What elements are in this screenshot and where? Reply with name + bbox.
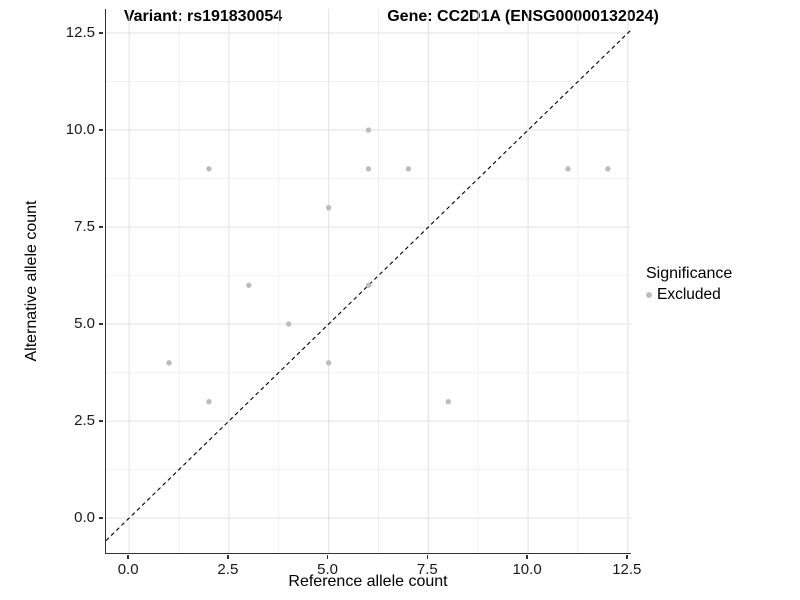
- x-tick-mark: [326, 554, 329, 560]
- data-point: [605, 166, 611, 172]
- y-tick-mark: [98, 129, 104, 131]
- data-point: [565, 166, 571, 172]
- x-tick-mark: [127, 554, 129, 560]
- y-tick-label: 2.5: [74, 412, 95, 430]
- legend: Significance Excluded: [646, 265, 732, 304]
- legend-item-label: Excluded: [657, 286, 721, 303]
- plot-title-gene: Gene: CC2D1A (ENSG00000132024): [387, 8, 659, 25]
- legend-item-excluded: Excluded: [646, 286, 732, 304]
- x-tick-label: 2.5: [217, 561, 239, 578]
- x-tick-label: 0.0: [117, 561, 139, 578]
- x-tick-label: 10.0: [512, 561, 542, 578]
- plot-canvas: [106, 9, 631, 553]
- data-point: [405, 166, 412, 172]
- x-axis-title: Reference allele count: [288, 573, 448, 590]
- y-tick-mark: [98, 420, 104, 422]
- y-tick-label: 10.0: [65, 121, 95, 139]
- x-tick-mark: [526, 554, 528, 560]
- data-point: [365, 127, 372, 133]
- x-tick-label: 12.5: [612, 561, 642, 578]
- x-tick-mark: [626, 554, 628, 560]
- x-tick-label: 5.0: [317, 561, 339, 578]
- data-point: [445, 398, 451, 405]
- y-tick-label: 0.0: [74, 509, 95, 527]
- data-point: [365, 166, 372, 172]
- data-point: [206, 166, 212, 172]
- x-tick-mark: [426, 554, 429, 560]
- plot-panel: [105, 9, 631, 554]
- legend-title: Significance: [646, 265, 733, 282]
- y-tick-label: 12.5: [65, 24, 95, 42]
- y-tick-label: 7.5: [74, 218, 95, 236]
- y-tick-mark: [98, 226, 104, 228]
- x-tick-label: 7.5: [416, 561, 438, 578]
- data-point: [246, 282, 252, 288]
- data-point: [325, 360, 332, 366]
- y-tick-mark: [98, 32, 104, 34]
- legend-point-icon: [646, 292, 652, 298]
- data-point: [286, 321, 292, 327]
- plot-title-variant: Variant: rs191830054: [123, 8, 283, 25]
- data-point: [365, 282, 372, 288]
- y-axis-title: Alternative allele count: [23, 200, 40, 362]
- data-point: [166, 360, 172, 366]
- data-point: [325, 204, 332, 211]
- y-tick-mark: [98, 517, 104, 519]
- y-tick-label: 5.0: [74, 315, 95, 333]
- y-tick-mark: [98, 323, 104, 325]
- data-point: [206, 398, 212, 405]
- x-tick-mark: [227, 554, 229, 560]
